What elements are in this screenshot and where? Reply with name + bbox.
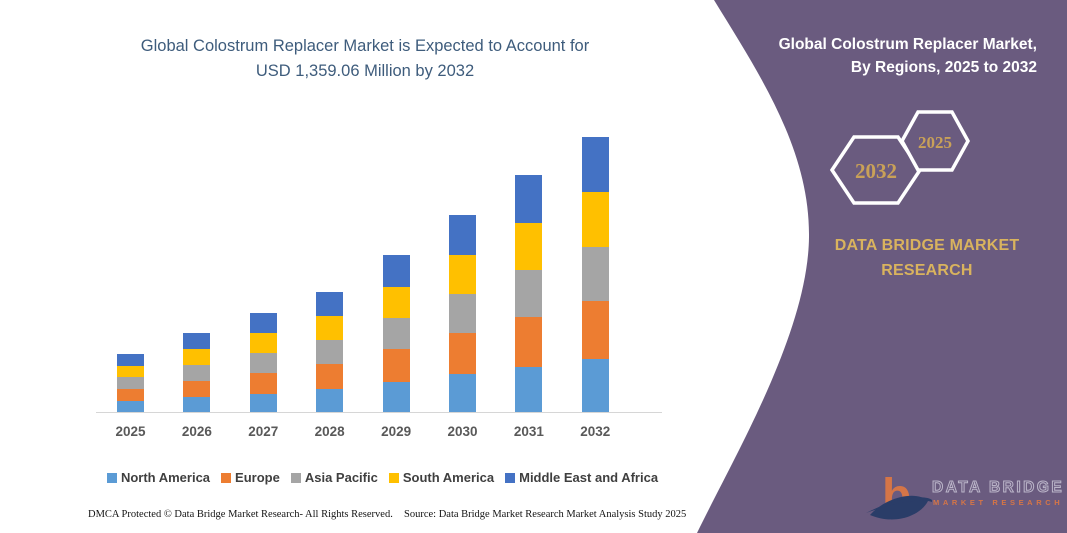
bar-segment <box>382 349 410 383</box>
x-axis-line <box>96 412 662 413</box>
legend-label: Asia Pacific <box>304 470 378 485</box>
legend-item: North America <box>106 470 211 485</box>
x-axis-label: 2027 <box>248 424 279 439</box>
bar-segment <box>316 292 344 317</box>
side-panel-title-line1: Global Colostrum Replacer Market, <box>778 36 1037 53</box>
bar-segment <box>316 316 344 341</box>
bar-segment <box>117 353 144 366</box>
dbmr-logo-wordmark: DATA BRIDGE <box>932 479 1064 496</box>
legend-item: Middle East and Africa <box>505 470 658 485</box>
bar-segment <box>515 222 543 271</box>
brand-name-line1: DATA BRIDGE MARKET <box>834 237 1020 254</box>
purple-wave-shape <box>697 0 1067 533</box>
hexagon-2025-label: 2025 <box>918 133 952 152</box>
copyright-text: DMCA Protected © Data Bridge Market Rese… <box>88 509 393 520</box>
bar-segment <box>117 401 144 413</box>
bar-segment <box>515 175 543 223</box>
bar-segment <box>382 382 410 413</box>
bar-segment <box>249 333 277 354</box>
bar-segment <box>382 255 410 287</box>
dbmr-logo-swoosh <box>870 495 928 520</box>
bar-segment <box>316 364 344 390</box>
legend-swatch <box>388 472 399 483</box>
bar-segment <box>449 332 476 375</box>
legend-label: North America <box>120 470 211 485</box>
legend-label: Europe <box>235 470 280 485</box>
bar-segment <box>183 364 211 381</box>
bar-segment <box>249 313 277 334</box>
bar-segment <box>581 247 609 302</box>
legend-item: Asia Pacific <box>290 470 378 485</box>
brand-name-line2: RESEARCH <box>881 262 973 279</box>
bar-segment <box>449 214 476 255</box>
bar-segment <box>449 294 476 333</box>
bar-segment <box>581 359 609 413</box>
bar-segment <box>515 270 543 317</box>
bar-segment <box>449 254 476 295</box>
legend-label: Middle East and Africa <box>519 470 659 485</box>
legend-item: Europe <box>221 470 280 485</box>
brand-name: DATA BRIDGE MARKET RESEARCH <box>828 233 1026 283</box>
bar-segment <box>117 377 144 390</box>
bar-segment <box>249 372 277 394</box>
bar-segment <box>581 301 609 360</box>
bar-segment <box>581 136 609 193</box>
bar-segment <box>449 374 476 413</box>
bar-segment <box>183 380 211 398</box>
bar-segment <box>382 286 410 319</box>
bar-segment <box>316 389 344 413</box>
chart-title-line1: Global Colostrum Replacer Market is Expe… <box>140 37 590 55</box>
chart-title-line2: USD 1,359.06 Million by 2032 <box>255 62 475 80</box>
legend-item: South America <box>388 470 495 485</box>
legend-swatch <box>290 472 301 483</box>
x-axis-label: 2031 <box>513 424 544 439</box>
bar-segment <box>316 340 344 365</box>
x-axis-label: 2032 <box>580 424 611 439</box>
legend-swatch <box>106 472 117 483</box>
dbmr-logo: b DATA BRIDGE MARKET RESEARCH <box>866 470 1064 523</box>
hexagon-2032-label: 2032 <box>855 159 897 183</box>
legend-label: South America <box>402 470 495 485</box>
chart-title: Global Colostrum Replacer Market is Expe… <box>55 34 675 84</box>
x-axis-label: 2025 <box>115 424 146 439</box>
bar-segment <box>249 393 277 413</box>
bar-segment <box>515 366 543 413</box>
dbmr-logo-subtext: MARKET RESEARCH <box>933 498 1063 507</box>
bar-segment <box>183 332 211 349</box>
dbmr-logo-swoosh-tail <box>866 497 932 513</box>
side-panel-title-line2: By Regions, 2025 to 2032 <box>850 59 1037 76</box>
bar-segment <box>249 353 277 373</box>
bar-segment <box>515 316 543 367</box>
bar-segment <box>581 192 609 248</box>
side-panel-title: Global Colostrum Replacer Market, By Reg… <box>727 33 1037 79</box>
x-axis-label: 2029 <box>381 424 412 439</box>
x-axis-label: 2030 <box>447 424 478 439</box>
source-text: Source: Data Bridge Market Research Mark… <box>404 509 687 520</box>
bar-segment <box>183 348 211 365</box>
x-axis-label: 2028 <box>314 424 345 439</box>
legend-swatch <box>221 472 232 483</box>
x-axis-label: 2026 <box>181 424 212 439</box>
chart-legend: North America Europe Asia Pacific South Ame… <box>85 470 680 485</box>
bar-segment <box>183 397 211 413</box>
hexagon-2025 <box>900 110 970 172</box>
legend-swatch <box>505 472 516 483</box>
bar-segment <box>117 389 144 402</box>
bar-segment <box>117 365 144 378</box>
bar-segment <box>382 318 410 349</box>
